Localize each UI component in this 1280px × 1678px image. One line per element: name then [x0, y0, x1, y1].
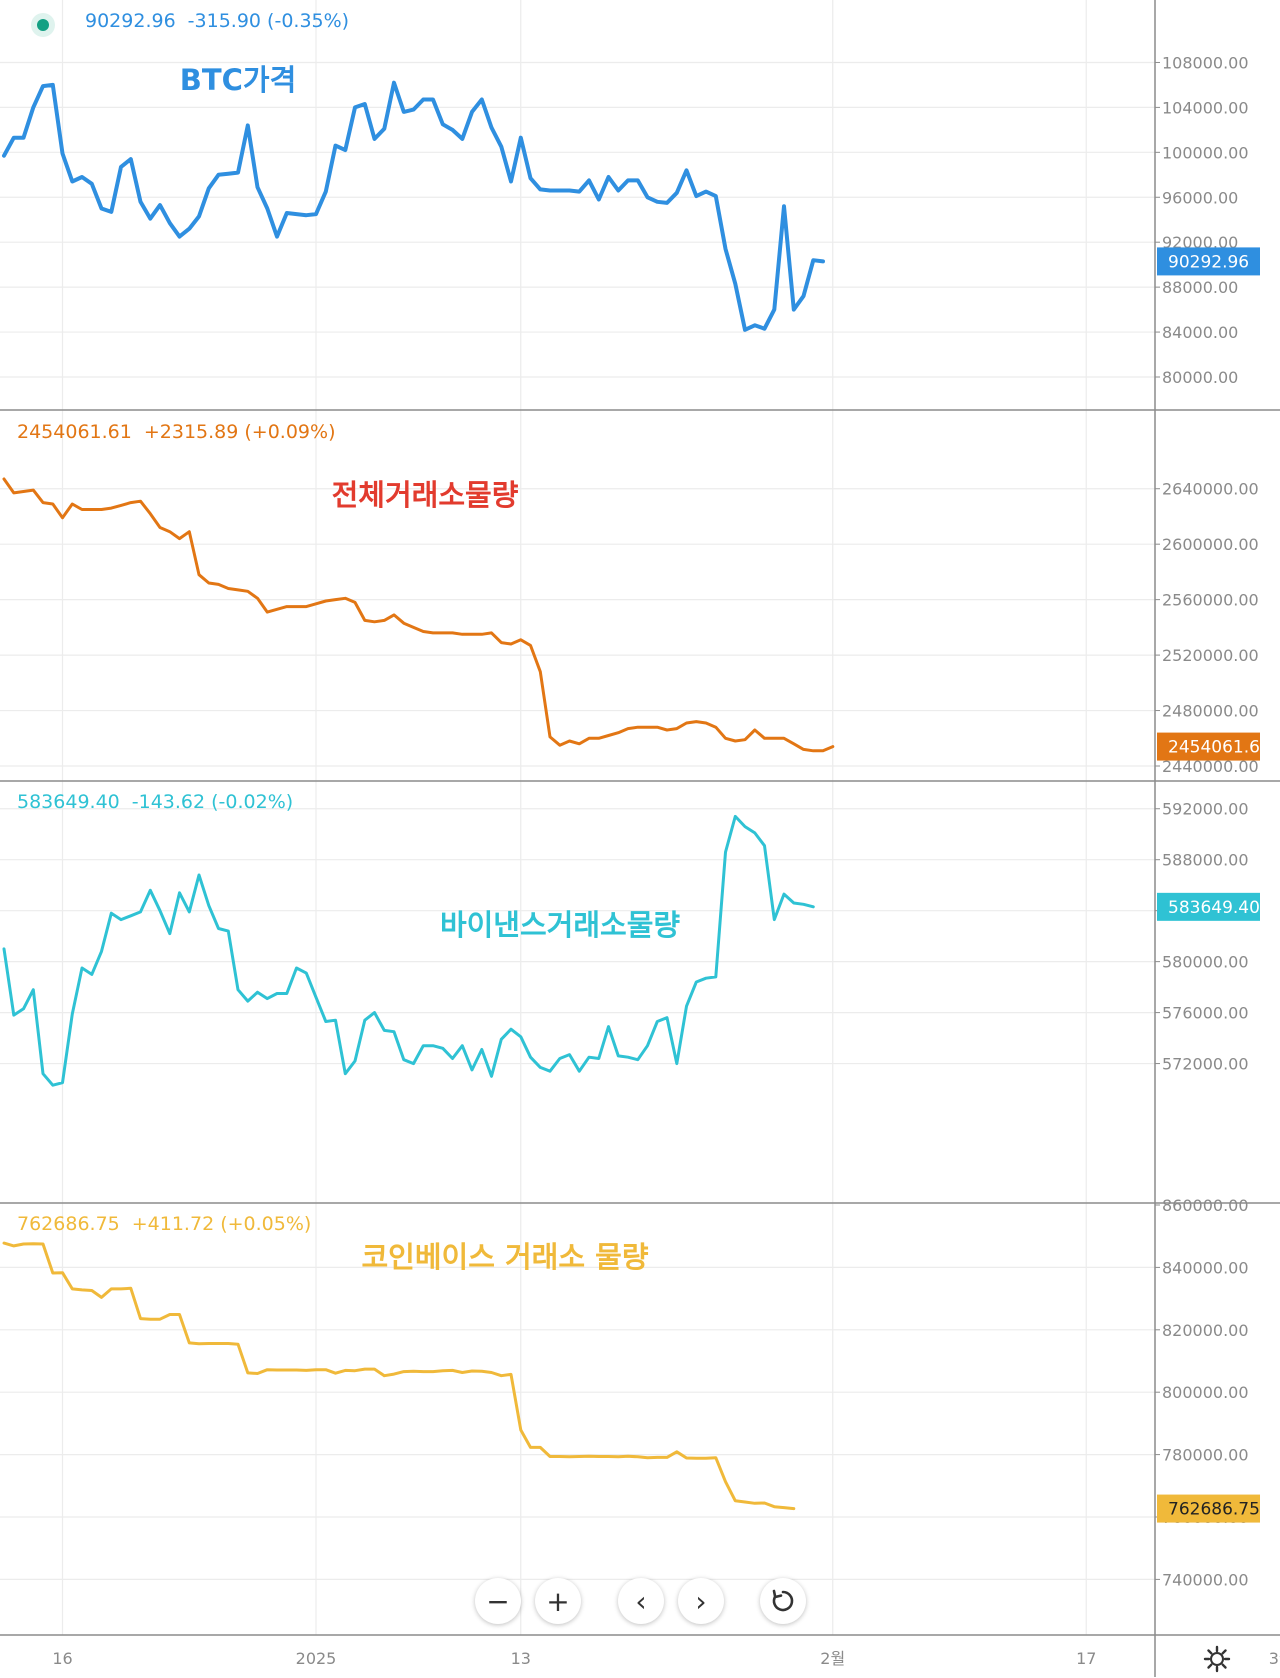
y-tick-label: 800000.00 [1162, 1383, 1249, 1402]
y-tick-label: 840000.00 [1162, 1258, 1249, 1277]
x-tick-label: 13 [511, 1649, 531, 1668]
y-tick-label: 576000.00 [1162, 1004, 1249, 1023]
series-line-btc [2, 80, 825, 332]
y-tick-label: 860000.00 [1162, 1196, 1249, 1215]
zoom-in-button[interactable]: + [535, 1578, 581, 1624]
series-line-total [2, 477, 835, 753]
last-value-badge [1157, 732, 1260, 761]
header-value: 90292.96 [85, 10, 176, 32]
x-tick-label: 2025 [296, 1649, 337, 1668]
header-value: 762686.75 [17, 1213, 120, 1235]
last-value-text: 762686.75 [1168, 1500, 1260, 1520]
y-tick-label: 2640000.00 [1162, 480, 1259, 499]
last-value-badge [1157, 1494, 1260, 1523]
pane-title: 코인베이스 거래소 물량 [362, 1240, 649, 1274]
y-tick-label: 780000.00 [1162, 1446, 1249, 1465]
last-value-text: 2454061.61 [1168, 738, 1271, 758]
pane-header-value: 90292.96 -315.90 (-0.35%) [85, 10, 349, 32]
header-change: +411.72 (+0.05%) [132, 1213, 312, 1235]
series-line-coinbase [2, 1241, 796, 1511]
gear-icon [1203, 1645, 1231, 1673]
header-value: 2454061.61 [17, 421, 132, 443]
header-value: 583649.40 [17, 791, 120, 813]
pane-title: 전체거래소물량 [332, 478, 519, 512]
pane-header-value: 2454061.61 +2315.89 (+0.09%) [17, 421, 335, 443]
y-tick-label: 588000.00 [1162, 851, 1249, 870]
y-tick-label: 740000.00 [1162, 1570, 1249, 1589]
y-tick-label: 580000.00 [1162, 953, 1249, 972]
y-tick-label: 2440000.00 [1162, 757, 1259, 776]
last-value-badge [1157, 247, 1260, 276]
y-tick-label: 2480000.00 [1162, 702, 1259, 721]
pane-headers: 90292.96 -315.90 (-0.35%) 2454061.61 +2315.… [17, 10, 349, 1235]
y-tick-label: 108000.00 [1162, 53, 1249, 72]
y-tick-label: 80000.00 [1162, 368, 1238, 387]
pane-header-value: 583649.40 -143.62 (-0.02%) [17, 791, 293, 813]
pane-header-value: 762686.75 +411.72 (+0.05%) [17, 1213, 311, 1235]
y-tick-label: 2520000.00 [1162, 646, 1259, 665]
x-tick-label: 3월 [1269, 1649, 1280, 1668]
series-line-binance [2, 814, 815, 1087]
last-value-badge [1157, 892, 1260, 921]
y-tick-label: 104000.00 [1162, 98, 1249, 117]
y-tick-label: 84000.00 [1162, 323, 1238, 342]
x-tick-label: 16 [52, 1649, 72, 1668]
y-tick-label: 820000.00 [1162, 1321, 1249, 1340]
x-tick-label: 17 [1076, 1649, 1096, 1668]
y-tick-label: 2560000.00 [1162, 591, 1259, 610]
header-change: +2315.89 (+0.09%) [144, 421, 336, 443]
series-layer [2, 80, 835, 1511]
status-dot-icon [37, 19, 49, 31]
reset-icon [772, 1589, 794, 1612]
reset-chart-button[interactable] [760, 1578, 806, 1624]
last-value-text: 90292.96 [1168, 252, 1249, 272]
zoom-out-button[interactable]: − [475, 1578, 521, 1624]
grid-layer [0, 0, 1155, 1635]
last-value-text: 583649.40 [1168, 898, 1260, 918]
y-tick-label: 88000.00 [1162, 278, 1238, 297]
pane-title: 바이낸스거래소물량 [440, 908, 680, 942]
scroll-left-button[interactable]: ‹ [618, 1578, 664, 1624]
header-change: -315.90 (-0.35%) [188, 10, 349, 32]
time-axis[interactable]: 16 2025 13 2월 17 3월 [52, 1649, 1280, 1668]
y-tick-label: 96000.00 [1162, 188, 1238, 207]
header-change: -143.62 (-0.02%) [132, 791, 293, 813]
y-tick-label: 592000.00 [1162, 800, 1249, 819]
price-axis[interactable]: 108000.00104000.00100000.0096000.0092000… [1155, 53, 1259, 1589]
y-tick-label: 572000.00 [1162, 1055, 1249, 1074]
pane-title: BTC가격 [180, 63, 297, 97]
scroll-right-button[interactable]: › [678, 1578, 724, 1624]
y-tick-label: 100000.00 [1162, 143, 1249, 162]
y-tick-label: 2600000.00 [1162, 535, 1259, 554]
last-value-badges: 90292.96 2454061.61 583649.40 762686.75 [1157, 247, 1271, 1523]
settings-button[interactable] [1203, 1645, 1231, 1673]
x-tick-label: 2월 [820, 1649, 845, 1668]
